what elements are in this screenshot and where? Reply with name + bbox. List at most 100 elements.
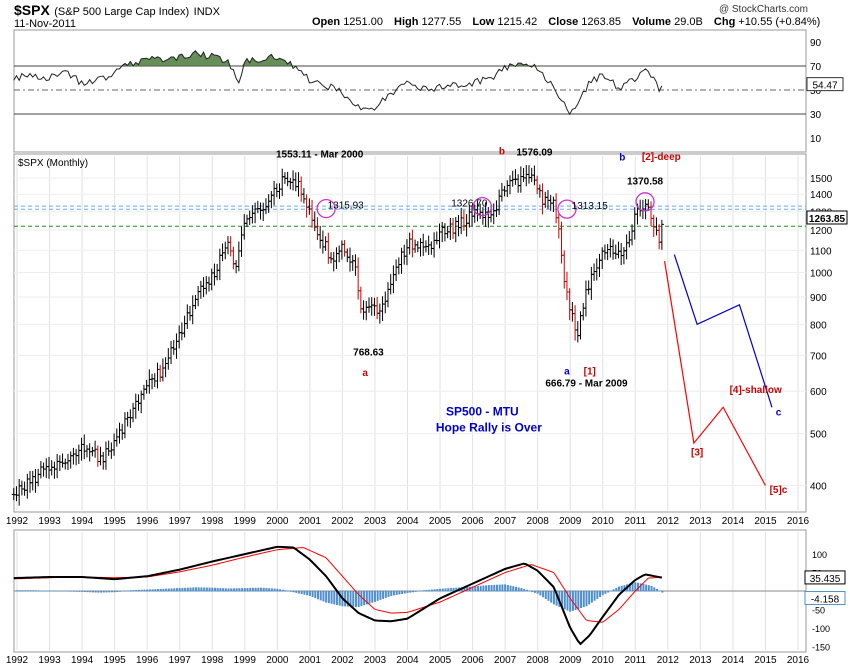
macd-histogram-bar bbox=[170, 588, 173, 592]
price-bar bbox=[177, 325, 182, 349]
macd-histogram-bar bbox=[528, 590, 531, 592]
macd-histogram-bar bbox=[146, 589, 149, 592]
price-bar bbox=[394, 259, 399, 282]
price-bar bbox=[14, 486, 19, 502]
macd-histogram-bar bbox=[311, 591, 314, 598]
macd-histogram-bar bbox=[317, 591, 320, 600]
macd-histogram-bar bbox=[398, 591, 401, 595]
price-bar bbox=[44, 458, 49, 479]
macd-histogram-bar bbox=[422, 590, 425, 592]
price-bar bbox=[28, 471, 33, 493]
macd-histogram-bar bbox=[208, 587, 211, 592]
macd-histogram-bar bbox=[523, 588, 526, 592]
x-tick-label: 2013 bbox=[689, 516, 712, 527]
macd-histogram-bar bbox=[143, 589, 146, 592]
x-tick-label: 1994 bbox=[71, 516, 94, 527]
macd-histogram-bar bbox=[162, 588, 165, 592]
y-tick-label: 900 bbox=[810, 293, 827, 304]
price-annotation: [3] bbox=[691, 448, 703, 459]
macd-histogram-bar bbox=[18, 590, 21, 592]
x-tick-label: 1992 bbox=[6, 516, 29, 527]
macd-histogram-bar bbox=[227, 588, 230, 592]
price-bar bbox=[456, 214, 461, 237]
price-bar bbox=[209, 268, 214, 291]
macd-histogram-bar bbox=[300, 591, 303, 595]
price-annotation: 768.63 bbox=[353, 347, 384, 358]
price-bar bbox=[611, 239, 616, 260]
macd-histogram-bar bbox=[32, 590, 35, 592]
rsi-tick-label: 90 bbox=[810, 38, 822, 49]
macd-histogram-bar bbox=[78, 591, 81, 592]
close-value: 1263.85 bbox=[581, 16, 622, 28]
macd-histogram-bar bbox=[108, 591, 111, 593]
price-bar bbox=[621, 247, 626, 265]
price-bar bbox=[657, 224, 662, 250]
chart-date: 11-Nov-2011 bbox=[14, 18, 76, 30]
price-bar bbox=[364, 300, 369, 321]
macd-histogram-bar bbox=[314, 591, 317, 599]
price-bar bbox=[448, 217, 453, 241]
price-bar bbox=[76, 444, 81, 464]
price-bar bbox=[242, 214, 247, 240]
macd-histogram-bar bbox=[615, 587, 618, 592]
macd-histogram-bar bbox=[298, 591, 301, 594]
macd-histogram-bar bbox=[222, 588, 225, 592]
price-bar bbox=[516, 174, 521, 193]
macd-histogram-bar bbox=[514, 586, 517, 592]
macd-histogram-bar bbox=[607, 591, 610, 593]
price-bar bbox=[71, 447, 76, 465]
price-annotation: [2]-deep bbox=[642, 152, 681, 163]
x-tick-label: 2000 bbox=[266, 655, 289, 666]
x-tick-label: 1998 bbox=[201, 516, 224, 527]
macd-histogram-bar bbox=[67, 591, 70, 592]
macd-histogram-bar bbox=[490, 584, 493, 592]
macd-histogram-bar bbox=[43, 590, 46, 592]
macd-histogram-bar bbox=[97, 591, 100, 593]
price-bar bbox=[461, 210, 466, 231]
price-bar bbox=[583, 280, 588, 317]
price-bar bbox=[356, 257, 361, 300]
macd-histogram-bar bbox=[357, 591, 360, 607]
price-bar bbox=[377, 303, 382, 324]
blue-projection bbox=[673, 254, 773, 408]
macd-histogram-bar bbox=[428, 589, 431, 592]
price-bar bbox=[11, 487, 16, 501]
macd-histogram-bar bbox=[466, 586, 469, 592]
macd-histogram-bar bbox=[417, 591, 420, 592]
x-tick-label: 1998 bbox=[201, 655, 224, 666]
rsi-line bbox=[13, 50, 663, 116]
price-bar bbox=[567, 288, 572, 321]
rsi-value-tag: 54.47 bbox=[806, 77, 844, 92]
price-bar bbox=[25, 473, 30, 499]
macd-histogram-bar bbox=[596, 591, 599, 599]
macd-histogram-bar bbox=[165, 588, 168, 592]
rsi-tick-label: 50 bbox=[810, 86, 822, 97]
macd-histogram-bar bbox=[37, 590, 40, 592]
macd-histogram-bar bbox=[219, 588, 222, 592]
macd-histogram-bar bbox=[113, 591, 116, 593]
macd-histogram-bar bbox=[582, 591, 585, 608]
price-bar bbox=[410, 229, 415, 258]
macd-histogram-bar bbox=[655, 588, 658, 592]
price-bar bbox=[329, 252, 334, 264]
macd-histogram-bar bbox=[262, 587, 265, 592]
price-panel-frame bbox=[13, 153, 807, 513]
macd-histogram-bar bbox=[599, 591, 602, 598]
macd-histogram-bar bbox=[517, 587, 520, 592]
macd-histogram-bar bbox=[110, 591, 113, 593]
x-tick-label: 2003 bbox=[364, 655, 387, 666]
macd-histogram-bar bbox=[485, 585, 488, 592]
price-panel-title: $SPX (Monthly) bbox=[18, 158, 88, 169]
price-annotation: 1315.93 bbox=[328, 201, 365, 212]
price-bar bbox=[204, 276, 209, 295]
price-bar bbox=[396, 257, 401, 275]
price-bar bbox=[68, 451, 73, 469]
macd-histogram-bar bbox=[287, 590, 290, 592]
price-bar bbox=[225, 236, 230, 255]
macd-histogram-bar bbox=[121, 591, 124, 592]
macd-histogram-bar bbox=[238, 588, 241, 592]
price-bar bbox=[301, 188, 306, 204]
price-annotation: Hope Rally is Over bbox=[436, 420, 542, 434]
macd-histogram-bar bbox=[449, 588, 452, 592]
macd-histogram-bar bbox=[135, 590, 138, 592]
